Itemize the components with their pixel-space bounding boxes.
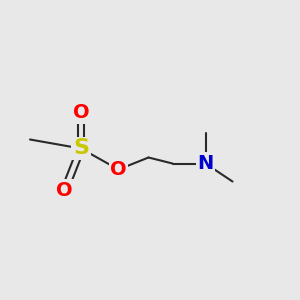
- Text: O: O: [110, 160, 127, 179]
- Text: N: N: [197, 154, 214, 173]
- Text: S: S: [73, 139, 89, 158]
- Text: O: O: [56, 181, 73, 200]
- Text: O: O: [73, 103, 89, 122]
